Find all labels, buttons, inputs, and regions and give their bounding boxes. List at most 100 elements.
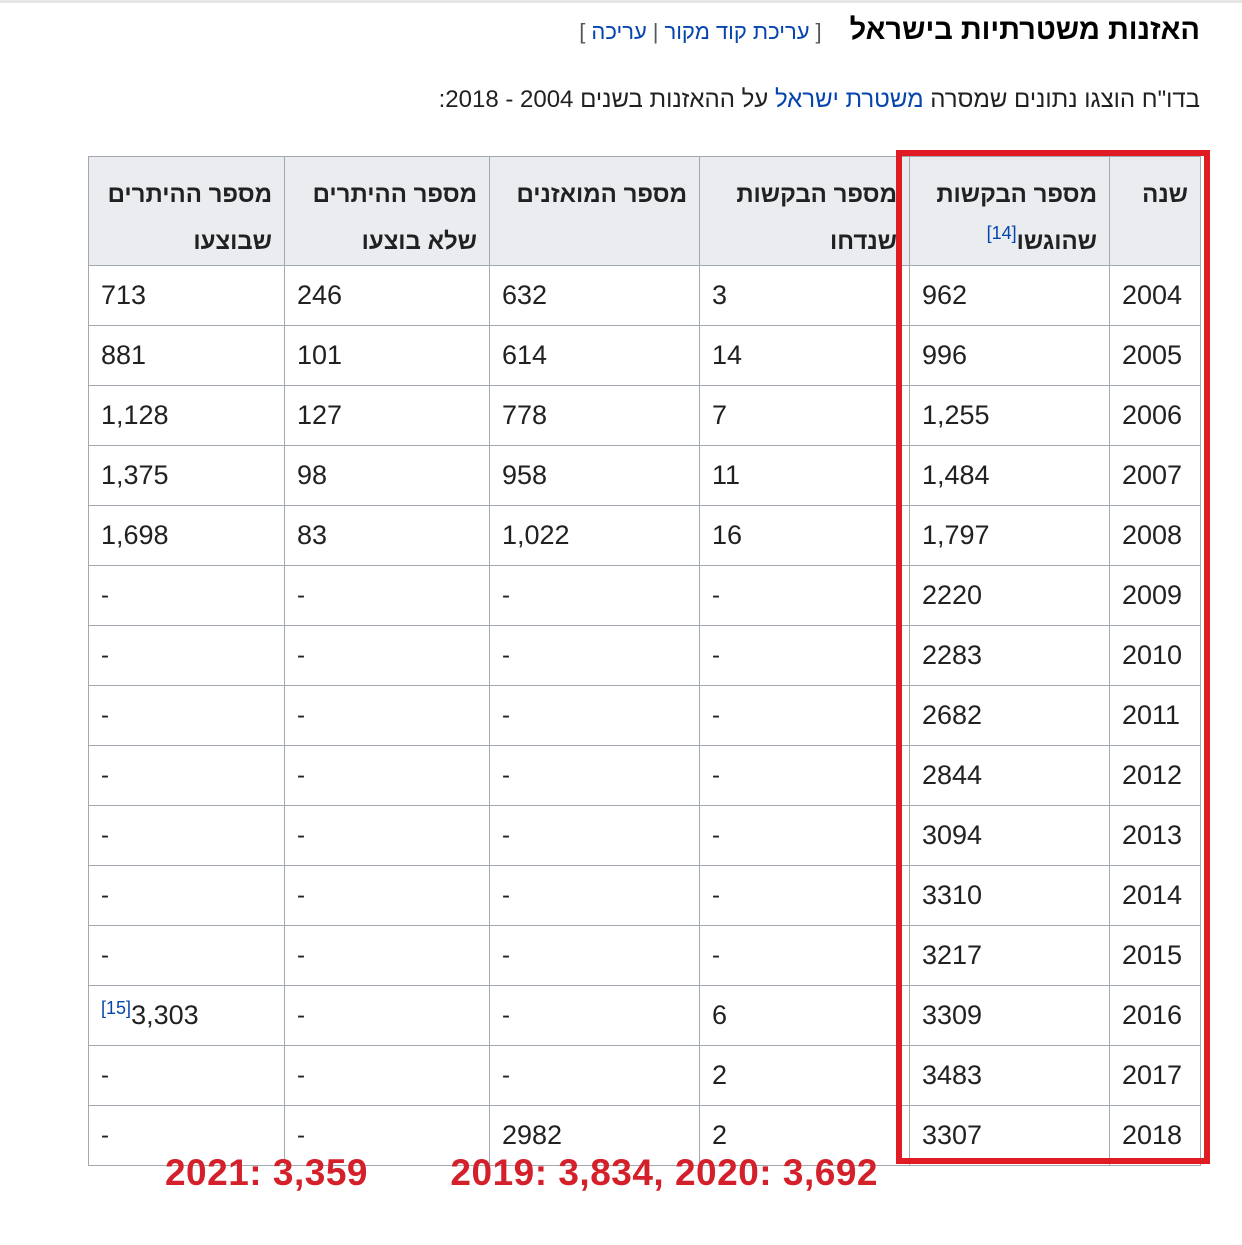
cell-requests-submitted: 3307 (909, 1105, 1110, 1166)
cell-year: 2018 (1109, 1105, 1201, 1166)
cell-tapped-count: - (489, 745, 700, 806)
cell-requests-submitted: 1,484 (909, 445, 1110, 506)
cell-requests-submitted: 3217 (909, 925, 1110, 986)
cell-requests-submitted: 3483 (909, 1045, 1110, 1106)
cell-year: 2011 (1109, 685, 1201, 746)
table-row: 2012 2844- - - - (88, 745, 1201, 806)
cell-requests-submitted: 3310 (909, 865, 1110, 926)
cell-permits-not-executed: - (284, 1105, 490, 1166)
cell-tapped-count: - (489, 985, 700, 1046)
cell-permits-not-executed: - (284, 805, 490, 866)
cell-permits-executed: - (88, 1045, 285, 1106)
cell-requests-submitted: 3309 (909, 985, 1110, 1046)
bracket-close: ] (579, 19, 586, 44)
wiretap-statistics-table: שנה מספר הבקשות שהוגשו[14] מספר הבקשות שנד… (88, 156, 1201, 1166)
cell-permits-executed: - (88, 865, 285, 926)
header-requests-submitted: מספר הבקשות שהוגשו[14] (909, 156, 1110, 266)
cell-year: 2014 (1109, 865, 1201, 926)
cell-requests-submitted: 1,255 (909, 385, 1110, 446)
cell-permits-not-executed: - (284, 925, 490, 986)
cell-year: 2016 (1109, 985, 1201, 1046)
cell-tapped-count: 778 (489, 385, 700, 446)
cell-tapped-count: 614 (489, 325, 700, 386)
cell-year: 2009 (1109, 565, 1201, 626)
cell-requests-rejected: 6 (699, 985, 910, 1046)
cell-year: 2005 (1109, 325, 1201, 386)
cell-permits-executed: 881 (88, 325, 285, 386)
top-rule (0, 0, 1242, 3)
cell-permits-executed: 1,698 (88, 505, 285, 566)
cell-permits-not-executed: 98 (284, 445, 490, 506)
edit-section-links: [עריכת קוד מקור|עריכה] (573, 19, 827, 45)
table-row: 2009 2220- - - - (88, 565, 1201, 626)
cell-tapped-count: 1,022 (489, 505, 700, 566)
cell-permits-executed: - (88, 925, 285, 986)
cell-requests-rejected: - (699, 745, 910, 806)
note-2021: 2021: 3,359 (164, 1152, 368, 1193)
section-heading: האזנות משטרתיות בישראל [עריכת קוד מקור|ע… (573, 14, 1200, 47)
table-row: 2013 3094- - - - (88, 805, 1201, 866)
cell-permits-not-executed: 127 (284, 385, 490, 446)
cell-permits-not-executed: - (284, 685, 490, 746)
cell-tapped-count: - (489, 625, 700, 686)
cell-year: 2007 (1109, 445, 1201, 506)
cell-requests-rejected: 7 (699, 385, 910, 446)
cell-requests-rejected: 14 (699, 325, 910, 386)
cell-year: 2008 (1109, 505, 1201, 566)
bracket-open: [ (815, 19, 822, 44)
cell-tapped-count: 2982 (489, 1105, 700, 1166)
note-2019-2020: 2019: 3,834, 2020: 3,692 (450, 1152, 878, 1193)
israel-police-link[interactable]: משטרת ישראל (774, 86, 924, 113)
table-row: 2011 2682- - - - (88, 685, 1201, 746)
cell-requests-rejected: - (699, 565, 910, 626)
cell-tapped-count: - (489, 1045, 700, 1106)
edit-source-link[interactable]: עריכת קוד מקור (664, 19, 810, 44)
cell-requests-submitted: 996 (909, 325, 1110, 386)
link-separator: | (652, 19, 659, 44)
cell-permits-executed: - (88, 625, 285, 686)
table-header-row: שנה מספר הבקשות שהוגשו[14] מספר הבקשות שנד… (88, 156, 1201, 266)
cell-year: 2013 (1109, 805, 1201, 866)
cell-permits-executed: 1,375 (88, 445, 285, 506)
reference-15-link[interactable]: [15] (101, 998, 132, 1018)
cell-tapped-count: - (489, 685, 700, 746)
header-permits-not-executed: מספר ההיתרים שלא בוצעו (284, 156, 490, 266)
cell-permits-executed: - (88, 565, 285, 626)
cell-requests-submitted: 2682 (909, 685, 1110, 746)
cell-permits-executed: 1,128 (88, 385, 285, 446)
table-row: 2010 2283- - - - (88, 625, 1201, 686)
cell-permits-executed: - (88, 745, 285, 806)
table-row: 2016 3309 6- -3,303[15] (88, 985, 1201, 1046)
table-row: 2018 3307 2 2982- - (88, 1105, 1201, 1166)
cell-requests-rejected: 2 (699, 1105, 910, 1166)
cell-permits-not-executed: - (284, 745, 490, 806)
cell-tapped-count: - (489, 865, 700, 926)
intro-text-end: על ההאזנות בשנים 2004 - 2018: (438, 86, 775, 113)
cell-requests-rejected: 3 (699, 265, 910, 326)
cell-requests-rejected: - (699, 925, 910, 986)
cell-permits-executed: - (88, 805, 285, 866)
cell-requests-rejected: - (699, 805, 910, 866)
cell-permits-executed: 3,303[15] (88, 985, 285, 1046)
reference-14-link[interactable]: [14] (986, 223, 1017, 243)
cell-requests-submitted: 3094 (909, 805, 1110, 866)
cell-requests-submitted: 2220 (909, 565, 1110, 626)
cell-tapped-count: 958 (489, 445, 700, 506)
cell-year: 2010 (1109, 625, 1201, 686)
cell-tapped-count: - (489, 925, 700, 986)
cell-requests-rejected: - (699, 625, 910, 686)
table-row: 2005 996 14 614 101 881 (88, 325, 1201, 386)
header-tapped-count: מספר המואזנים (489, 156, 700, 266)
cell-year: 2004 (1109, 265, 1201, 326)
intro-paragraph: בדו"ח הוצגו נתונים שמסרה משטרת ישראל על … (439, 86, 1200, 114)
cell-requests-rejected: 11 (699, 445, 910, 506)
cell-permits-not-executed: 101 (284, 325, 490, 386)
cell-permits-executed: - (88, 685, 285, 746)
cell-year: 2012 (1109, 745, 1201, 806)
table-row: 2015 3217- - - - (88, 925, 1201, 986)
edit-link[interactable]: עריכה (591, 19, 647, 44)
table-row: 2006 1,255 7 778 127 1,128 (88, 385, 1201, 446)
section-title: האזנות משטרתיות בישראל (849, 14, 1200, 46)
cell-permits-not-executed: 83 (284, 505, 490, 566)
cell-requests-submitted: 2844 (909, 745, 1110, 806)
